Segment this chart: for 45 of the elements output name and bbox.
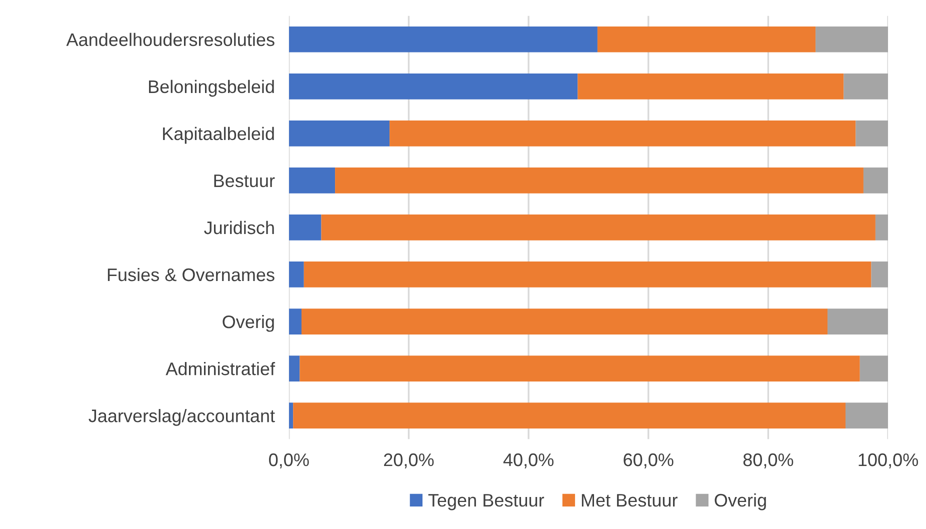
y-tick-label: Overig (222, 314, 274, 332)
bar (845, 402, 888, 428)
bar (875, 214, 888, 240)
bar (860, 356, 888, 382)
y-tick-label: Aandeelhoudersresoluties (66, 32, 274, 46)
bar (293, 402, 846, 428)
bar (300, 356, 860, 382)
bar (288, 168, 336, 194)
y-tick-label: Jaarverslag/accountant (88, 409, 275, 426)
bar (304, 262, 872, 288)
bar (856, 120, 888, 146)
legend-label: Overig (714, 493, 766, 510)
bar (597, 26, 816, 52)
bar (301, 308, 828, 334)
legend-label: Tegen Bestuur (428, 494, 544, 510)
bar (288, 356, 300, 382)
bar (288, 120, 390, 146)
bar (288, 214, 322, 240)
y-tick-label: Juridisch (204, 220, 274, 234)
bar (828, 308, 888, 334)
bar (288, 26, 598, 52)
legend-label: Met Bestuur (582, 494, 678, 507)
bar (578, 73, 844, 100)
bar (390, 120, 856, 146)
bar (288, 262, 304, 288)
y-tick-label: Administratief (166, 362, 276, 376)
y-tick-label: Kapitaalbeleid (163, 126, 274, 144)
x-tick-label: 0,0% (269, 453, 309, 468)
y-tick-label: Fusies & Overnames (108, 268, 274, 282)
bar (844, 73, 888, 100)
y-tick-label: Bestuur (214, 174, 275, 188)
x-tick-label: 80,0% (743, 453, 794, 468)
x-tick-label: 40,0% (503, 453, 554, 468)
x-tick-label: 100,0% (858, 453, 918, 468)
bar (288, 73, 578, 100)
bar (335, 168, 864, 194)
x-tick-label: 20,0% (384, 453, 434, 468)
bar (863, 168, 888, 194)
bar (871, 262, 888, 288)
bar (816, 26, 888, 52)
bar (288, 308, 302, 334)
y-tick-label: Beloningsbeleid (149, 80, 274, 97)
bar (288, 402, 294, 428)
x-tick-label: 60,0% (624, 453, 674, 468)
bar (321, 214, 876, 240)
